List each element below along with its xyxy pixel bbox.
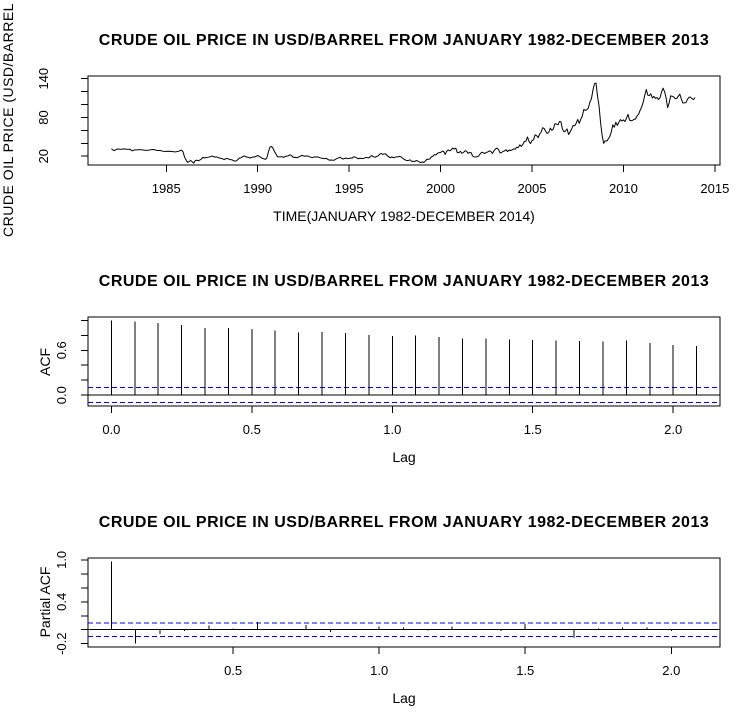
x-tick-label: 1.0 [383,422,401,437]
plot-box [87,75,721,166]
y-tick-label: 20 [36,149,51,163]
y-tick-label: 0.4 [54,593,69,611]
y-tick-label: 0.0 [54,386,69,404]
price-series-panel: 1985 1990 1995 2000 2005 2010 2015 20 80 140 [36,68,729,196]
acf-panel: 0.0 0.5 1.0 1.5 2.0 0.0 0.6 [54,316,721,437]
plot-box [87,316,721,407]
x-tick-label: 1.0 [370,663,388,678]
x-tick-label: 1.5 [516,663,534,678]
x-tick-label: 2015 [700,181,729,196]
x-tick-label: 1990 [243,181,272,196]
price-chart-title: CRUDE OIL PRICE IN USD/BARREL FROM JANUA… [99,32,709,49]
pacf-panel: 0.5 1.0 1.5 2.0 -0.2 0.4 1.0 [54,551,721,678]
y-tick-label: -0.2 [54,633,69,655]
x-tick-label: 2000 [426,181,455,196]
x-tick-label: 1995 [335,181,364,196]
acf-chart-xlabel: Lag [392,449,415,465]
price-chart-xlabel: TIME(JANUARY 1982-DECEMBER 2014) [273,208,535,224]
pacf-chart-title: CRUDE OIL PRICE IN USD/BARREL FROM JANUA… [99,514,709,531]
x-tick-label: 0.5 [243,422,261,437]
y-tick-label: 1.0 [54,551,69,569]
pacf-chart-xlabel: Lag [392,690,415,706]
y-tick-label: 0.6 [54,341,69,359]
y-tick-label: 140 [36,68,51,90]
x-tick-label: 1.5 [524,422,542,437]
plot-box [87,557,721,648]
price-series-line [111,82,696,164]
price-chart-ylabel: CRUDE OIL PRICE (USD/BARREL [0,3,16,237]
acf-chart-ylabel: ACF [37,348,53,376]
x-tick-label: 0.5 [224,663,242,678]
x-tick-label: 2005 [518,181,547,196]
x-tick-label: 2010 [609,181,638,196]
x-tick-label: 2.0 [662,663,680,678]
acf-chart-title: CRUDE OIL PRICE IN USD/BARREL FROM JANUA… [99,273,709,290]
x-tick-label: 2.0 [664,422,682,437]
x-tick-label: 0.0 [102,422,120,437]
y-tick-label: 80 [36,110,51,124]
pacf-chart-ylabel: Partial ACF [37,567,53,638]
x-tick-label: 1985 [152,181,181,196]
